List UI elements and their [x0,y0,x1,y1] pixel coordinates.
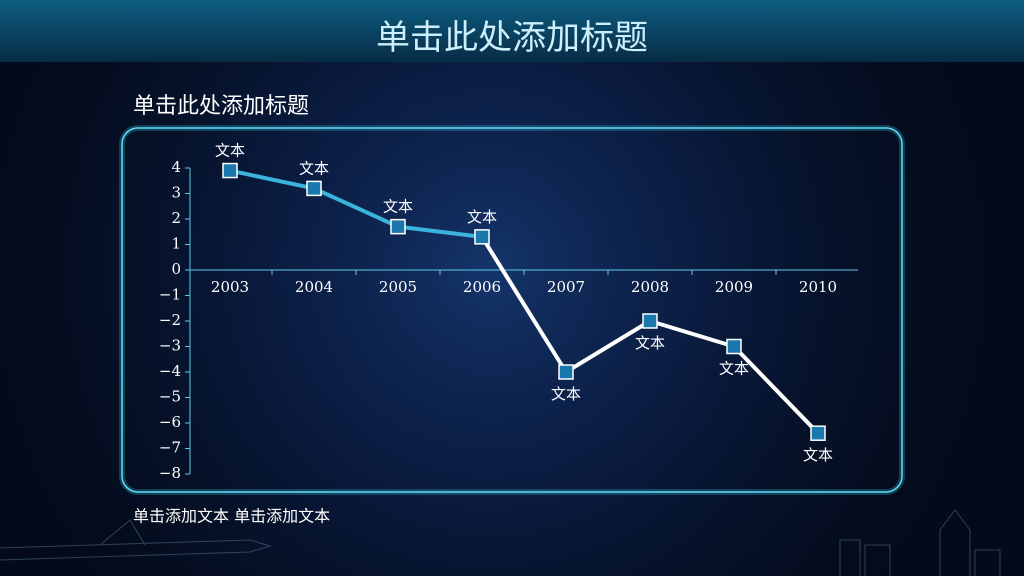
y-tick-label: 4 [171,158,181,176]
point-label: 文本 [635,334,665,352]
x-tick-label: 2004 [295,278,333,296]
y-tick-label: −3 [159,337,181,355]
y-tick-label: −5 [159,388,181,406]
y-tick-label: 2 [171,209,181,227]
x-tick-label: 2005 [379,278,417,296]
line-segment [480,234,568,374]
y-tick-label: 0 [171,260,181,278]
line-segment [564,319,652,374]
point-label: 文本 [215,142,245,160]
point-label: 文本 [467,208,497,226]
y-tick-label: −7 [159,439,181,457]
header-bar [0,0,1024,62]
point-label: 文本 [803,446,833,464]
y-tick-label: −1 [159,286,181,304]
point-label: 文本 [551,385,581,403]
marker [558,364,574,380]
x-tick-label: 2003 [211,278,249,296]
marker [726,338,742,355]
footer-text: 单击添加文本 单击添加文本 [133,507,330,526]
y-tick-label: −4 [159,362,181,380]
x-tick-label: 2008 [631,278,669,296]
x-tick-label: 2009 [715,278,753,296]
frame [121,127,903,493]
frame-glow [119,125,905,495]
slide-title: 单击此处添加标题 [376,18,648,58]
marker [306,180,322,197]
line-segment [312,186,400,229]
point-label: 文本 [719,360,749,378]
marker [642,313,658,329]
line-segment [648,319,736,349]
marker [390,218,406,235]
x-tick-label: 2010 [799,278,837,296]
line-segment [732,344,820,436]
marker [222,162,238,179]
chart-title: 单击此处添加标题 [133,94,309,119]
point-label: 文本 [383,198,413,216]
y-tick-label: −2 [159,311,181,329]
skyline-decor [0,509,1001,576]
x-tick-label: 2007 [547,278,585,296]
y-tick-label: −6 [159,413,181,431]
marker [474,229,490,245]
x-tick-label: 2006 [463,278,501,296]
point-label: 文本 [299,159,329,177]
y-tick-label: 1 [171,235,181,253]
y-tick-label: 3 [171,184,181,202]
line-segment [228,168,316,191]
line-segment [396,224,484,239]
marker [810,425,826,441]
y-tick-label: −8 [159,464,181,482]
